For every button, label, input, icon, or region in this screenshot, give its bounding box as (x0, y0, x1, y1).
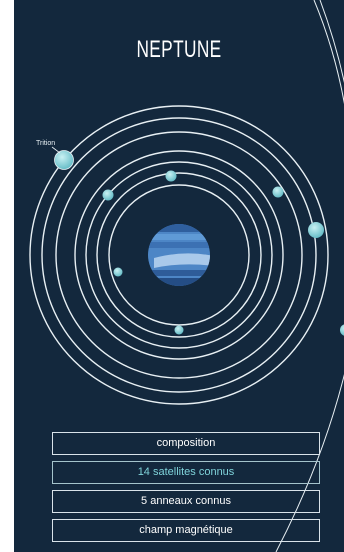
orbit-ring (74, 150, 284, 360)
moons (54, 150, 344, 336)
neptune-panel: Trition NEPTUNE composition 14 satellite… (14, 0, 344, 552)
moon[interactable] (102, 189, 114, 201)
planet-neptune[interactable] (144, 224, 214, 288)
outer-orbit-arc-2 (275, 0, 344, 552)
moon[interactable] (113, 267, 123, 277)
moon[interactable] (272, 186, 284, 198)
menu-button-magnetic-field[interactable]: champ magnétique (52, 519, 320, 542)
moon[interactable] (174, 325, 184, 335)
orbit-ring (55, 131, 303, 379)
orbit-rings (29, 105, 329, 405)
orbit-ring (41, 117, 317, 393)
menu-button-rings[interactable]: 5 anneaux connus (52, 490, 320, 513)
orbit-ring (96, 172, 262, 338)
page-title: NEPTUNE (136, 36, 222, 63)
outer-orbit-arc-1 (313, 0, 344, 105)
moon[interactable] (308, 222, 324, 238)
moon[interactable] (340, 324, 344, 336)
moon-label-triton: Trition (36, 140, 55, 147)
moon-triton[interactable] (54, 150, 74, 170)
menu-button-composition[interactable]: composition (52, 432, 320, 455)
moon-label-leader (51, 146, 61, 154)
orbit-ring (29, 105, 329, 405)
orbit-ring (108, 184, 250, 326)
solar-diagram: Trition (29, 0, 344, 552)
moon[interactable] (165, 170, 177, 182)
menu-button-satellites[interactable]: 14 satellites connus (52, 461, 320, 484)
orbit-ring (85, 161, 273, 349)
